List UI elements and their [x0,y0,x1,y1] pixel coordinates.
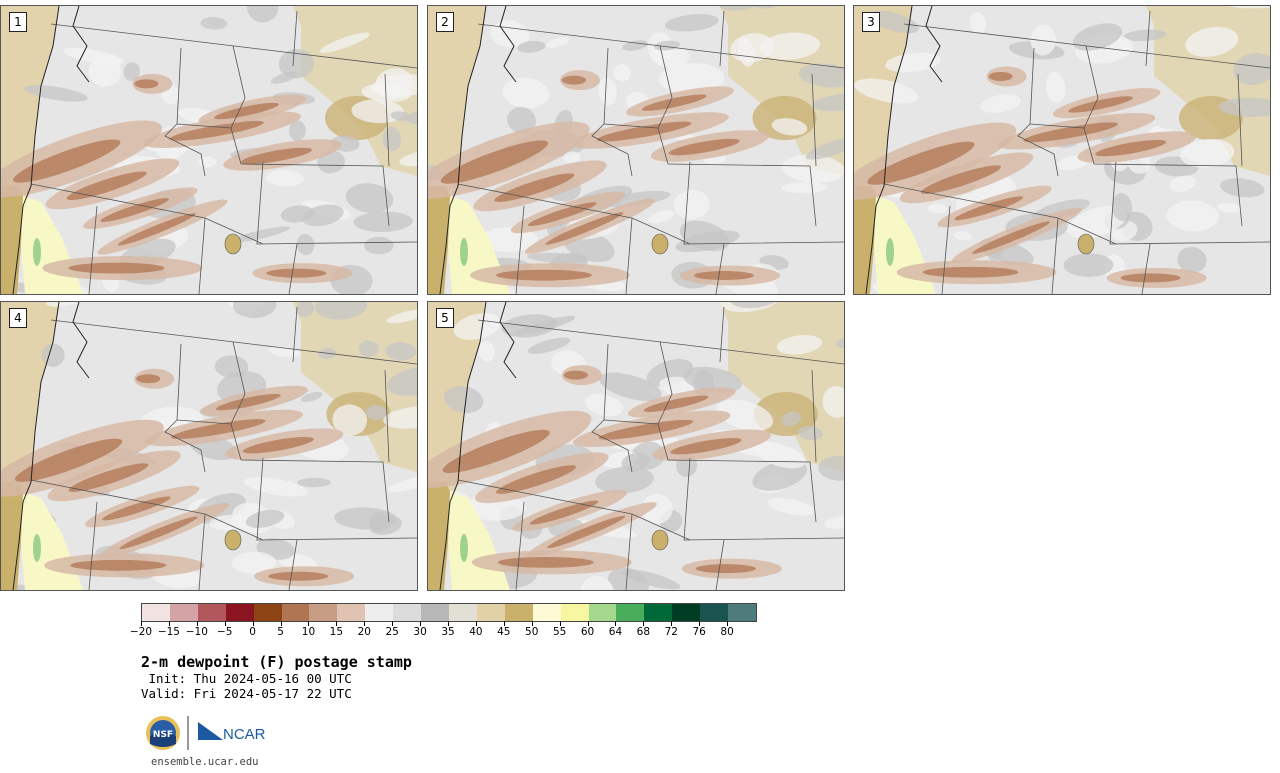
colorbar-swatch [169,604,198,621]
colorbar-ticks: −20 −15 −10 −5 0 5 10 15 20 25 30 35 40 45 50 55 60 64 68 7… [130,621,757,643]
colorbar-swatch [421,604,449,621]
footer-url: ensemble.ucar.edu [151,756,259,768]
colorbar [141,603,757,622]
colorbar-tick [252,621,254,626]
colorbar-swatch [700,604,729,621]
colorbar-tick-label: −15 [157,626,180,638]
panel-number: 5 [436,308,454,328]
colorbar-tick [727,621,729,626]
valid-time: Valid: Fri 2024-05-17 22 UTC [141,686,352,701]
colorbar-tick-label: 25 [385,626,399,638]
colorbar-tick [196,621,198,626]
colorbar-tick-label: 68 [636,626,651,638]
colorbar-tick [168,621,170,626]
colorbar-swatch [644,604,673,621]
colorbar-swatch [197,604,226,621]
colorbar-tick-label: −10 [185,626,208,638]
panel-number: 3 [862,12,880,32]
colorbar-swatch [225,604,254,621]
map-panel-3[interactable]: 3 [853,5,1271,295]
colorbar-tick [475,621,477,626]
ncar-logo: NCAR [198,722,266,743]
dewpoint-map [1,302,417,590]
colorbar-tick [615,621,617,626]
logos: NSF NCAR [145,714,275,752]
colorbar-tick [643,621,645,626]
colorbar-tick [531,621,533,626]
dewpoint-map [854,6,1270,294]
dewpoint-map [428,302,844,590]
colorbar-tick [699,621,701,626]
colorbar-tick-label: −5 [216,626,233,638]
nsf-logo: NSF [146,716,180,750]
colorbar-tick [448,621,449,626]
colorbar-tick [308,621,310,626]
colorbar-tick [559,621,561,626]
colorbar-swatch [504,604,533,621]
colorbar-tick-label: 30 [413,626,427,638]
colorbar-tick-label: 40 [469,626,483,638]
colorbar-swatch [532,604,561,621]
colorbar-tick-label: 5 [277,626,284,638]
colorbar-swatch [365,604,394,621]
colorbar-swatch [448,604,477,621]
colorbar-tick [587,621,589,626]
panel-number: 4 [9,308,27,328]
colorbar-tick-label: 60 [580,626,595,638]
colorbar-swatch [142,604,170,621]
colorbar-swatch [728,604,756,621]
colorbar-swatch [588,604,617,621]
colorbar-tick [392,621,394,626]
colorbar-tick [364,621,366,626]
colorbar-tick-label: 15 [329,626,344,638]
map-panel-2[interactable]: 2 [427,5,845,295]
colorbar-swatch [672,604,701,621]
colorbar-tick [503,621,505,626]
dewpoint-map [428,6,844,294]
map-panel-1[interactable]: 1 [0,5,418,295]
ncar-logo-text: NCAR [223,726,266,743]
panel-number: 1 [9,12,27,32]
nsf-logo-text: NSF [153,730,173,740]
dewpoint-map [1,6,417,294]
colorbar-tick-label: 20 [357,626,371,638]
colorbar-tick-label: 35 [441,626,455,638]
colorbar-swatch [560,604,589,621]
colorbar-tick-label: 10 [301,626,316,638]
colorbar-tick-label: 55 [552,626,567,638]
colorbar-tick-label: −20 [129,626,153,638]
colorbar-tick [141,621,142,626]
colorbar-tick [280,621,282,626]
colorbar-tick-label: 45 [497,626,511,638]
colorbar-swatch [616,604,645,621]
init-time: Init: Thu 2024-05-16 00 UTC [141,671,352,686]
colorbar-swatch [281,604,310,621]
map-panel-4[interactable]: 4 [0,301,418,591]
colorbar-tick-label: 50 [525,626,539,638]
colorbar-tick-label: 80 [720,626,734,638]
colorbar-tick [420,621,422,626]
page-title: 2-m dewpoint (F) postage stamp [141,653,412,671]
colorbar-tick [671,621,673,626]
colorbar-tick-label: 64 [608,626,623,638]
colorbar-tick-label: 72 [664,626,678,638]
colorbar-swatch [337,604,366,621]
colorbar-swatch [309,604,338,621]
colorbar-tick [336,621,338,626]
colorbar-swatch [476,604,505,621]
map-panel-5[interactable]: 5 [427,301,845,591]
panel-number: 2 [436,12,454,32]
colorbar-swatch [393,604,422,621]
colorbar-swatch [253,604,282,621]
colorbar-tick-label: 0 [249,626,256,638]
colorbar-tick [224,621,226,626]
colorbar-tick-label: 76 [692,626,706,638]
